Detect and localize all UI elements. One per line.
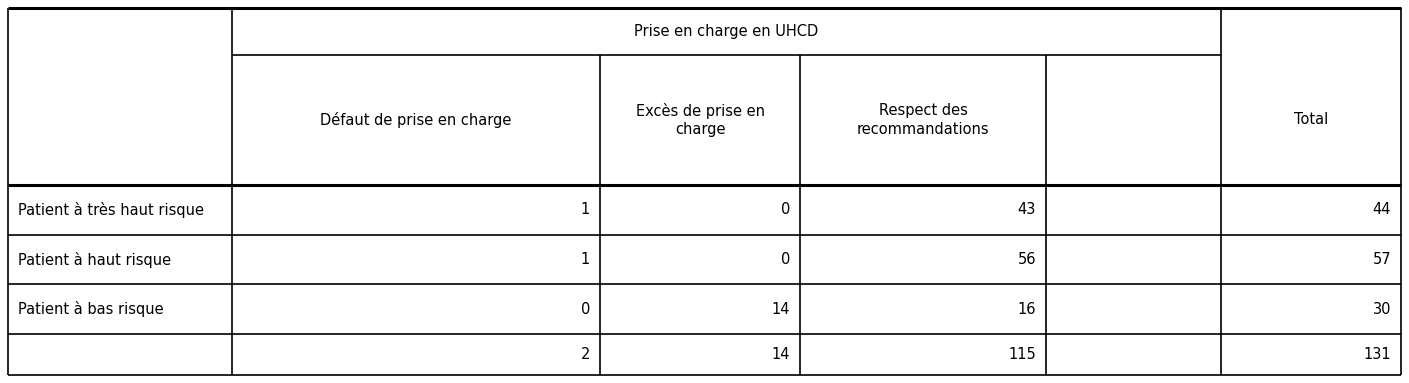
Text: Total: Total — [1293, 113, 1329, 128]
Text: Patient à haut risque: Patient à haut risque — [18, 252, 170, 267]
Text: 14: 14 — [772, 301, 790, 316]
Text: 0: 0 — [781, 252, 790, 267]
Text: Patient à très haut risque: Patient à très haut risque — [18, 202, 204, 218]
Text: 56: 56 — [1017, 252, 1036, 267]
Text: Respect des
recommandations: Respect des recommandations — [857, 103, 989, 137]
Text: Patient à bas risque: Patient à bas risque — [18, 301, 163, 317]
Text: 43: 43 — [1017, 203, 1036, 218]
Text: 44: 44 — [1372, 203, 1391, 218]
Text: 1: 1 — [581, 252, 590, 267]
Text: 131: 131 — [1364, 347, 1391, 362]
Text: Excès de prise en
charge: Excès de prise en charge — [635, 103, 765, 137]
Text: 0: 0 — [781, 203, 790, 218]
Text: Prise en charge en UHCD: Prise en charge en UHCD — [634, 24, 819, 39]
Text: 0: 0 — [581, 301, 590, 316]
Text: 57: 57 — [1372, 252, 1391, 267]
Text: 2: 2 — [581, 347, 590, 362]
Text: Défaut de prise en charge: Défaut de prise en charge — [320, 112, 511, 128]
Text: 16: 16 — [1017, 301, 1036, 316]
Text: 1: 1 — [581, 203, 590, 218]
Text: 30: 30 — [1372, 301, 1391, 316]
Text: 115: 115 — [1009, 347, 1036, 362]
Text: 14: 14 — [772, 347, 790, 362]
